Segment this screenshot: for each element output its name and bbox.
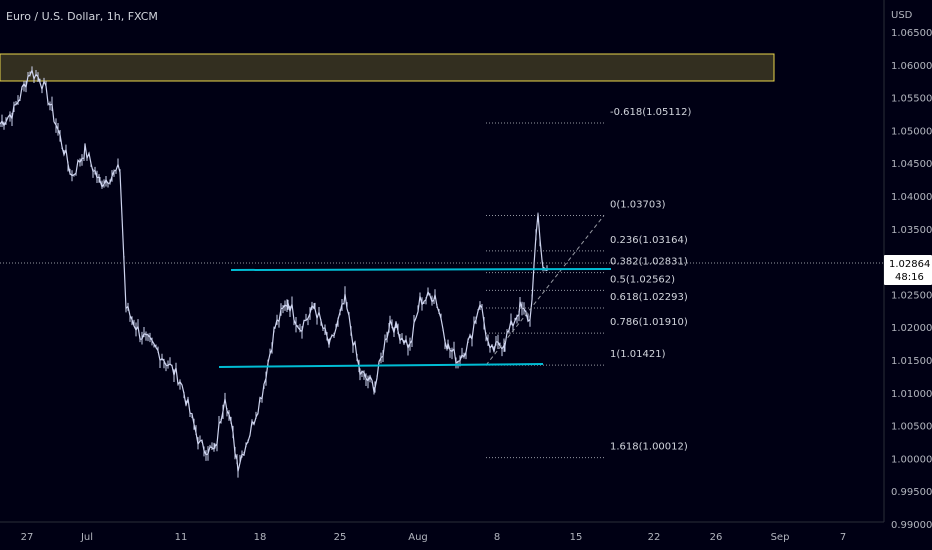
- price-tick-label: 1.02000: [891, 323, 932, 334]
- price-tick-label: 1.02500: [891, 290, 932, 301]
- fib-level-label: 0.618(1.02293): [610, 292, 688, 303]
- price-tick-label: 1.01000: [891, 389, 932, 400]
- time-tick-label: 26: [710, 532, 723, 543]
- price-tick-label: 1.04500: [891, 159, 932, 170]
- price-tick-label: 1.00000: [891, 454, 932, 465]
- current-price-value: 1.02864: [889, 259, 930, 270]
- time-tick-label: 8: [494, 532, 500, 543]
- bar-countdown: 48:16: [895, 272, 924, 283]
- price-axis-unit: USD: [891, 10, 913, 21]
- resistance-line[interactable]: [230, 268, 612, 271]
- price-tick-label: 1.00500: [891, 422, 932, 433]
- price-line: [0, 68, 548, 472]
- time-tick-label: 25: [334, 532, 347, 543]
- time-tick-label: 7: [840, 532, 846, 543]
- price-tick-label: 0.99500: [891, 487, 932, 498]
- time-tick-label: 15: [570, 532, 583, 543]
- time-tick-label: 11: [175, 532, 188, 543]
- supply-zone-rectangle[interactable]: [0, 53, 775, 82]
- price-tick-label: 1.01500: [891, 356, 932, 367]
- current-price-badge: 1.02864 48:16: [884, 255, 932, 285]
- price-tick-label: 1.05000: [891, 126, 932, 137]
- fib-level-label: 1(1.01421): [610, 349, 666, 360]
- fib-level-label: 0.786(1.01910): [610, 317, 688, 328]
- price-tick-label: 1.05500: [891, 94, 932, 105]
- time-tick-label: 27: [21, 532, 34, 543]
- price-tick-label: 1.06500: [891, 28, 932, 39]
- fib-level-label: 0.236(1.03164): [610, 235, 688, 246]
- price-tick-label: 0.99000: [891, 520, 932, 531]
- fib-level-label: 0.5(1.02562): [610, 274, 675, 285]
- time-tick-label: 22: [648, 532, 661, 543]
- time-axis-ticks: 27 Jul 11 18 25 Aug 8 15 22 26 Sep 7: [21, 532, 847, 543]
- support-line[interactable]: [218, 363, 544, 368]
- fib-level-label: 0(1.03703): [610, 199, 666, 210]
- fib-level-label: 1.618(1.00012): [610, 442, 688, 453]
- time-tick-label: Sep: [771, 532, 790, 543]
- price-series: [0, 66, 548, 478]
- price-tick-label: 1.06000: [891, 61, 932, 72]
- fib-trend-line: [485, 215, 605, 366]
- time-tick-label: 18: [254, 532, 267, 543]
- fibonacci-extension[interactable]: -0.618(1.05112) 0(1.03703) 0.236(1.03164) 0…: [485, 107, 691, 459]
- symbol-title[interactable]: Euro / U.S. Dollar, 1h, FXCM: [6, 10, 158, 23]
- fib-level-label: 0.382(1.02831): [610, 257, 688, 268]
- price-tick-label: 1.04000: [891, 192, 932, 203]
- time-tick-label: Jul: [80, 532, 93, 543]
- fib-level-label: -0.618(1.05112): [610, 107, 691, 118]
- time-tick-label: Aug: [408, 532, 428, 543]
- price-tick-label: 1.03500: [891, 225, 932, 236]
